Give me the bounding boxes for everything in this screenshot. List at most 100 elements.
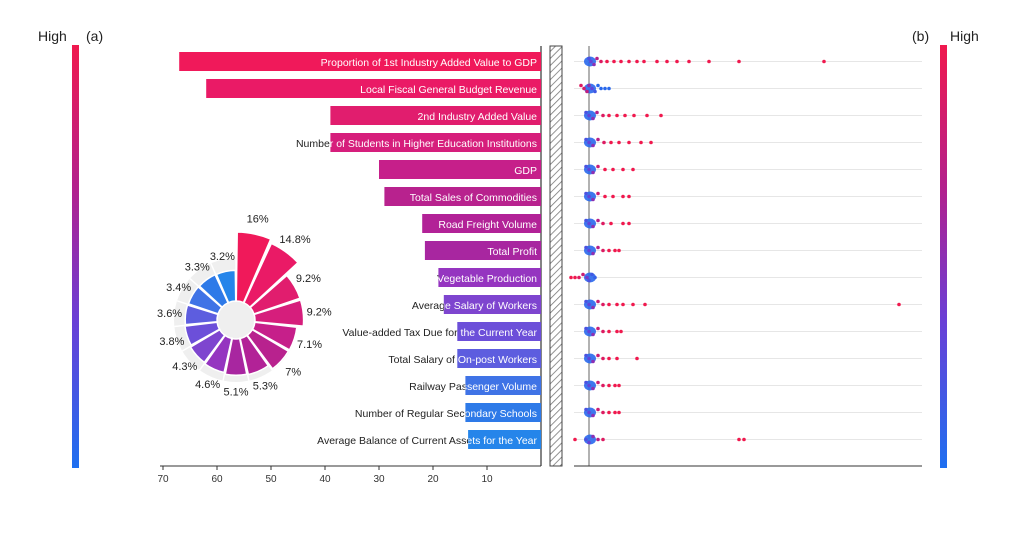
bar-0 (179, 52, 541, 71)
b-point-9-6 (615, 302, 619, 307)
bar-label-7: Total Profit (487, 246, 537, 258)
b-point-4-5 (611, 167, 615, 172)
bar-6 (422, 214, 541, 233)
b-point-3-7 (627, 140, 631, 145)
b-point-0-3 (595, 56, 599, 61)
b-point-3-9 (649, 140, 653, 145)
b-point-1-7 (599, 86, 603, 91)
b-point-2-4 (601, 113, 605, 118)
b-point-11-3 (596, 353, 600, 358)
b-point-3-6 (617, 140, 621, 145)
a-tick-label-6: 10 (481, 474, 493, 485)
a-tick-label-5: 20 (427, 474, 439, 485)
b-point-9-3 (596, 299, 600, 304)
b-point-1-0 (579, 83, 583, 88)
bar-3 (330, 133, 541, 152)
b-point-5-3 (596, 191, 600, 196)
b-point-7-7 (617, 248, 621, 253)
b-point-7-6 (613, 248, 617, 253)
bar-label-8: Vegetable Production (437, 273, 537, 285)
a-tick-label-1: 60 (211, 474, 223, 485)
b-point-12-7 (617, 383, 621, 388)
bar-label-outside-11: Total Salary of On-post Workers (388, 354, 537, 366)
b-point-14-1 (584, 437, 588, 442)
hatched-divider (549, 45, 563, 467)
b-point-1-2 (585, 89, 589, 94)
b-point-11-7 (635, 356, 639, 361)
b-point-0-14 (687, 59, 691, 64)
b-point-0-9 (635, 59, 639, 64)
bar-label-0: Proportion of 1st Industry Added Value t… (321, 57, 537, 69)
b-point-8-3 (581, 272, 585, 277)
b-point-2-5 (607, 113, 611, 118)
b-point-0-10 (642, 59, 646, 64)
bar-label-2: 2nd Industry Added Value (418, 111, 538, 123)
b-point-12-1 (587, 383, 591, 388)
b-point-8-4 (585, 275, 589, 280)
b-point-13-2 (591, 413, 595, 418)
polar-label-4: 7.1% (297, 339, 322, 351)
b-point-2-8 (632, 113, 636, 118)
left-colorbar (72, 45, 79, 468)
b-point-9-9 (643, 302, 647, 307)
b-point-14-7 (742, 437, 746, 442)
polar-label-7: 5.1% (223, 386, 248, 398)
bar-label-outside-9: Average Salary of Workers (412, 300, 537, 312)
bar-label-outside-8: Vegetable Production (437, 273, 537, 285)
bar-label-outside-3: Number of Students in Higher Education I… (296, 138, 537, 150)
b-point-0-0 (587, 56, 591, 61)
polar-wedge-8 (203, 334, 233, 374)
polar-wedge-4 (251, 321, 298, 351)
b-point-8-2 (577, 275, 581, 280)
b-point-4-4 (603, 167, 607, 172)
b-point-12-2 (591, 386, 595, 391)
b-point-2-0 (584, 110, 588, 115)
bar-label-outside-12: Railway Passenger Volume (409, 381, 537, 393)
b-point-1-9 (607, 86, 611, 91)
bar-label-5: Total Sales of Commodities (410, 192, 537, 204)
b-point-1-1 (582, 86, 586, 91)
b-point-7-4 (601, 248, 605, 253)
b-point-6-4 (601, 221, 605, 226)
b-point-6-0 (584, 218, 588, 223)
bar-label-outside-14: Average Balance of Current Assets for th… (317, 435, 537, 447)
b-point-0-1 (589, 59, 593, 64)
b-point-0-2 (592, 62, 596, 67)
polar-label-1: 14.8% (279, 234, 310, 246)
b-point-0-12 (665, 59, 669, 64)
polar-wedge-6 (239, 334, 270, 376)
polar-wedge-9 (189, 328, 226, 364)
b-point-1-8 (603, 86, 607, 91)
polar-wedge-1 (242, 242, 299, 309)
b-point-1-4 (590, 86, 594, 91)
b-point-8-7 (593, 275, 597, 280)
a-axis-ticks: 70 60 50 40 30 20 10 (157, 466, 493, 485)
polar-label-11: 3.6% (157, 308, 182, 320)
bar-label-13: Number of Regular Secondary Schools (355, 408, 537, 420)
b-point-13-4 (601, 410, 605, 415)
b-point-11-4 (601, 356, 605, 361)
b-point-9-2 (591, 305, 595, 310)
bar-label-outside-10: Value-added Tax Due for the Current Year (342, 327, 537, 339)
b-point-8-6 (590, 272, 594, 277)
b-point-6-5 (609, 221, 613, 226)
b-point-0-11 (655, 59, 659, 64)
b-point-0-13 (675, 59, 679, 64)
b-point-13-7 (617, 410, 621, 415)
bar-label-3: Number of Students in Higher Education I… (296, 138, 537, 150)
b-point-11-6 (615, 356, 619, 361)
b-point-6-6 (621, 221, 625, 226)
bar-1 (206, 79, 541, 98)
polar-label-14: 3.2% (210, 251, 235, 263)
bar-label-11: Total Salary of On-post Workers (388, 354, 537, 366)
a-tick-label-4: 30 (373, 474, 385, 485)
bar-14 (468, 430, 541, 449)
b-point-14-2 (587, 440, 591, 445)
b-point-2-10 (659, 113, 663, 118)
b-point-8-1 (573, 275, 577, 280)
bar-label-12: Railway Passenger Volume (409, 381, 537, 393)
b-point-11-5 (607, 356, 611, 361)
polar-label-13: 3.3% (185, 262, 210, 274)
b-point-12-6 (613, 383, 617, 388)
